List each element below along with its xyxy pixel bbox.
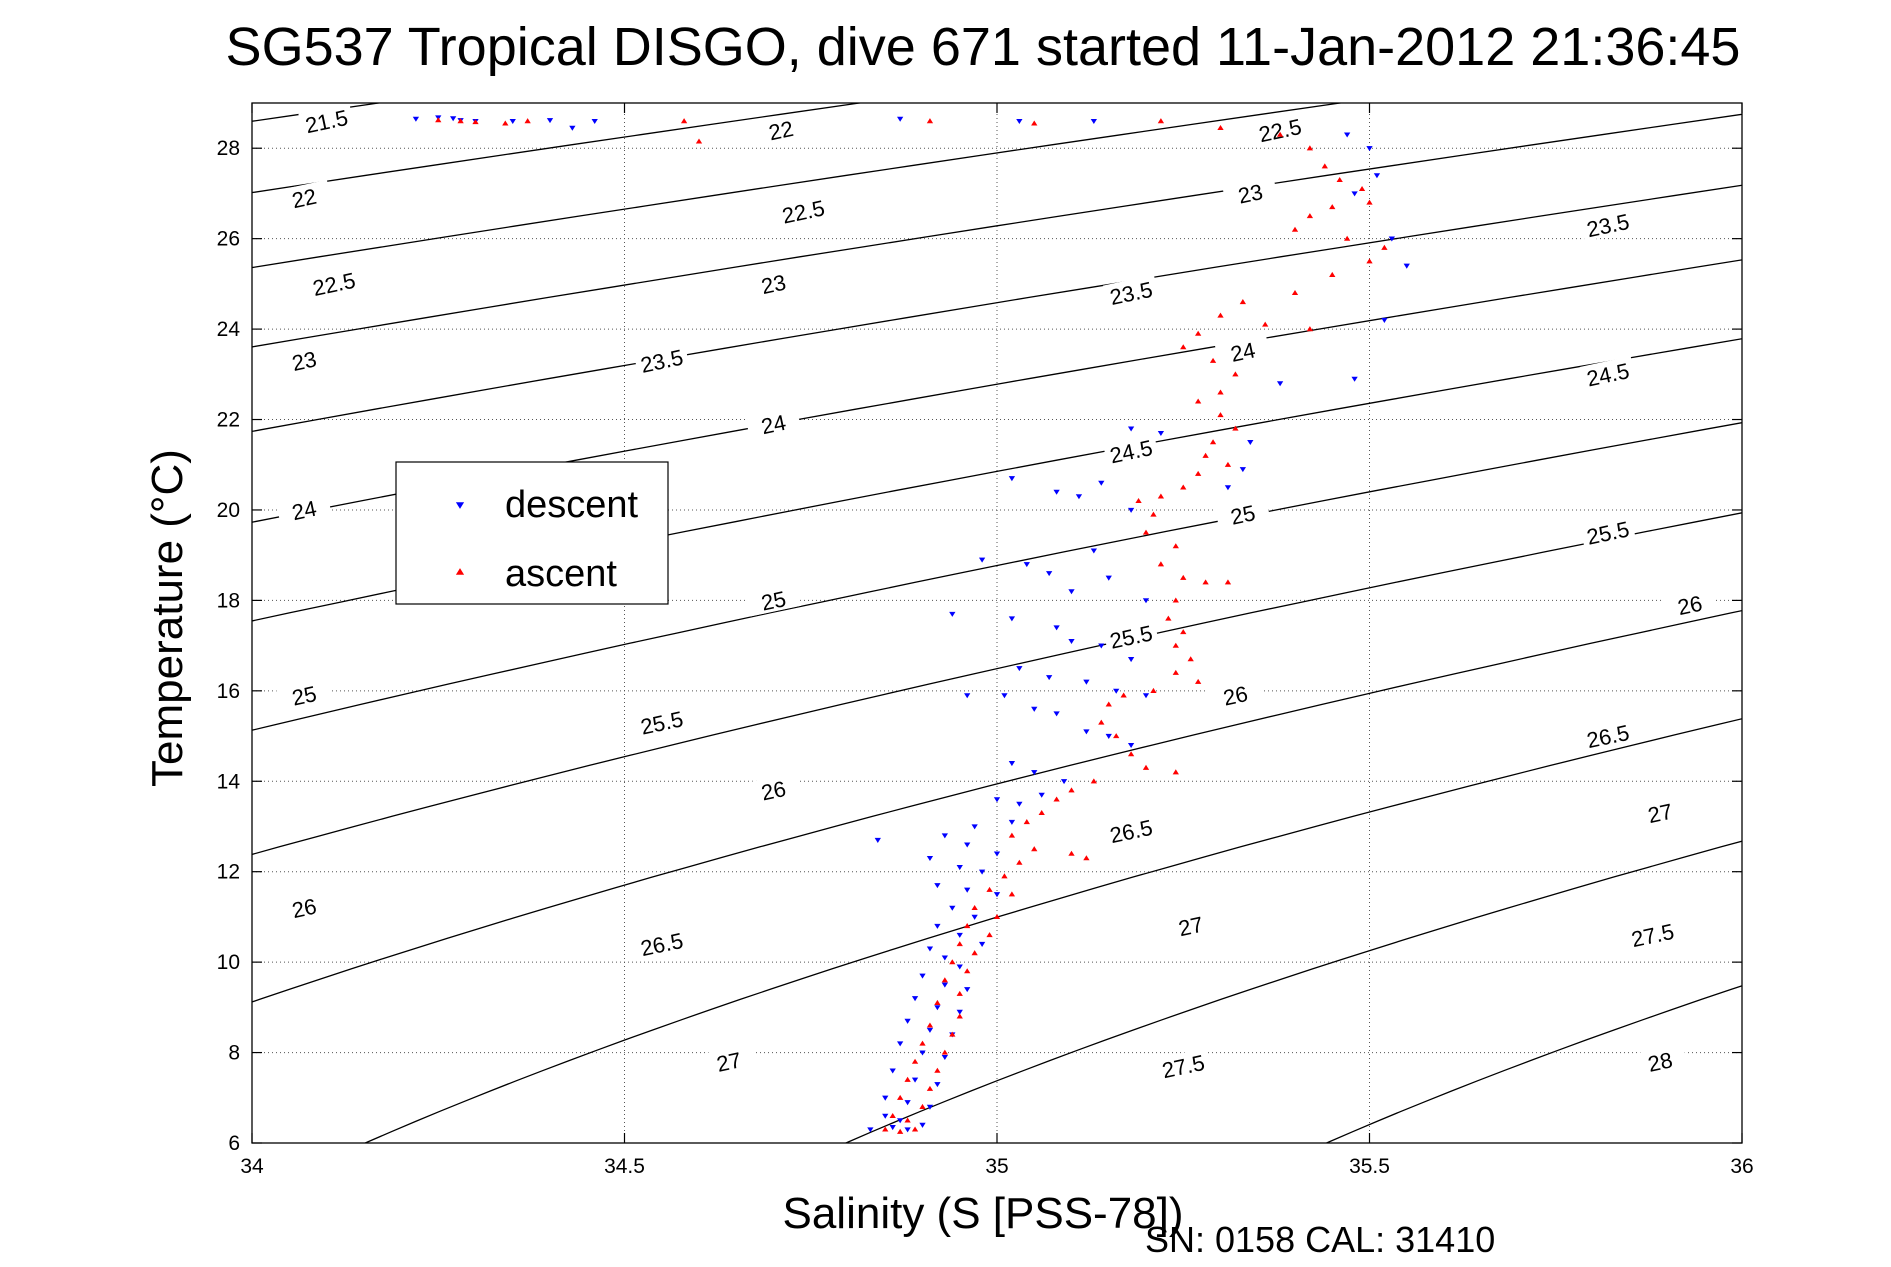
y-tick-label: 16: [217, 680, 240, 703]
y-tick-label: 14: [217, 770, 241, 793]
x-axis-label: Salinity (S [PSS-78]): [782, 1189, 1183, 1238]
contour-label: 27: [1176, 912, 1205, 942]
contour-label: 24: [290, 496, 319, 526]
y-axis-label: Temperature (°C): [143, 449, 192, 787]
y-tick-label: 22: [217, 409, 240, 432]
contour-label: 26: [759, 776, 788, 806]
contour-label: 23: [759, 270, 788, 300]
footer-serial-calibration: SN: 0158 CAL: 31410: [1145, 1219, 1495, 1260]
contour-label: 26: [290, 894, 319, 924]
contour-label: 22: [290, 184, 319, 214]
contour-label: 27: [1646, 799, 1675, 829]
y-tick-label: 8: [228, 1042, 240, 1065]
y-tick-label: 28: [217, 137, 240, 160]
plot-area: 21.52222.5232425262222.52323.5242525.526…: [0, 13, 1891, 1234]
y-tick-label: 24: [217, 318, 241, 341]
legend-label-ascent: ascent: [505, 553, 617, 595]
y-tick-label: 12: [217, 861, 240, 884]
contour-label: 26: [1221, 681, 1250, 711]
y-tick-label: 18: [217, 589, 240, 612]
y-tick-label: 26: [217, 228, 240, 251]
contour-label: 28: [1646, 1047, 1675, 1077]
y-tick-label: 20: [217, 499, 240, 522]
contour-label: 24: [1228, 337, 1257, 367]
x-tick-label: 36: [1730, 1155, 1753, 1178]
x-tick-label: 35.5: [1349, 1155, 1390, 1178]
legend-label-descent: descent: [505, 484, 639, 526]
contour-label: 27: [714, 1047, 743, 1077]
y-tick-label: 10: [217, 951, 240, 974]
x-tick-label: 35: [985, 1155, 1008, 1178]
contour-label: 23: [1236, 179, 1265, 209]
contour-label: 25: [1228, 500, 1257, 530]
contour-label: 25: [290, 681, 319, 711]
contour-label: 24: [759, 410, 788, 440]
x-tick-label: 34: [240, 1155, 264, 1178]
y-tick-label: 6: [228, 1132, 240, 1155]
contour-label: 26: [1675, 591, 1704, 621]
chart-title: SG537 Tropical DISGO, dive 671 started 1…: [226, 17, 1741, 77]
contour-label: 23: [290, 346, 319, 376]
contour-label: 22: [766, 116, 795, 146]
contour-label: 25: [759, 586, 788, 616]
x-tick-label: 34.5: [604, 1155, 645, 1178]
legend: descent ascent: [396, 462, 668, 604]
